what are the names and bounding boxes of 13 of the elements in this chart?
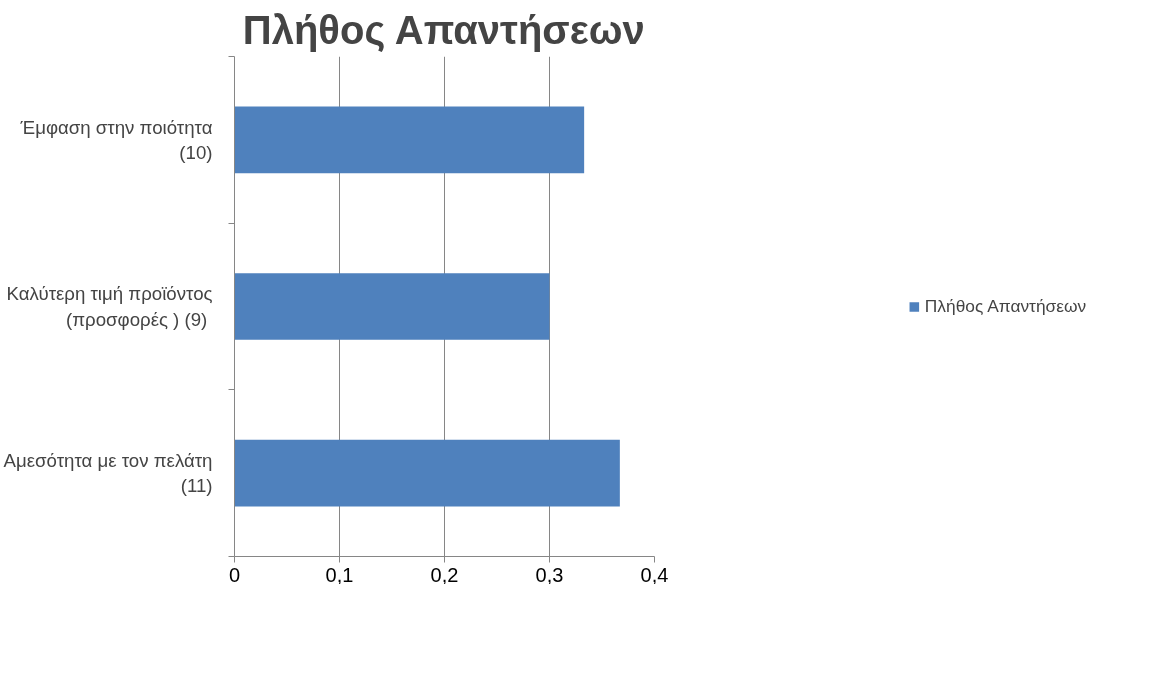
bar	[234, 439, 620, 507]
x-tick-label: 0,2	[430, 563, 459, 586]
bar	[234, 273, 550, 340]
x-tick-label: 0,1	[325, 563, 354, 586]
bar	[234, 106, 585, 174]
x-tick-label: 0,3	[535, 563, 564, 586]
y-tick-label: Καλύτερη τιμή προϊόντος (προσφορές ) (9)	[6, 283, 213, 330]
y-tick-label: Έμφαση στην ποιότητα (10)	[19, 116, 213, 163]
x-tick-label: 0,4	[640, 563, 669, 586]
x-tick-label: 0	[228, 563, 241, 586]
y-tick-label: Αμεσότητα με τον πελάτη (11)	[3, 450, 213, 497]
chart-title: Πλήθος Απαντήσεων	[242, 7, 645, 53]
legend-label: Πλήθος Απαντήσεων	[924, 295, 1087, 317]
